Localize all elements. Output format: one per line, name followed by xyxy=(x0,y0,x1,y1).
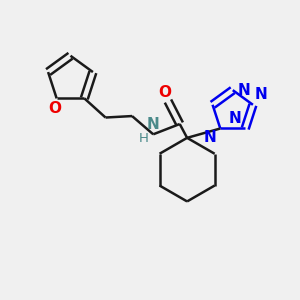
Text: O: O xyxy=(158,85,171,100)
Text: N: N xyxy=(204,130,217,145)
Text: H: H xyxy=(139,132,149,145)
Text: N: N xyxy=(237,82,250,98)
Text: N: N xyxy=(254,87,267,102)
Text: N: N xyxy=(229,111,242,126)
Text: N: N xyxy=(147,117,160,132)
Text: O: O xyxy=(49,101,62,116)
